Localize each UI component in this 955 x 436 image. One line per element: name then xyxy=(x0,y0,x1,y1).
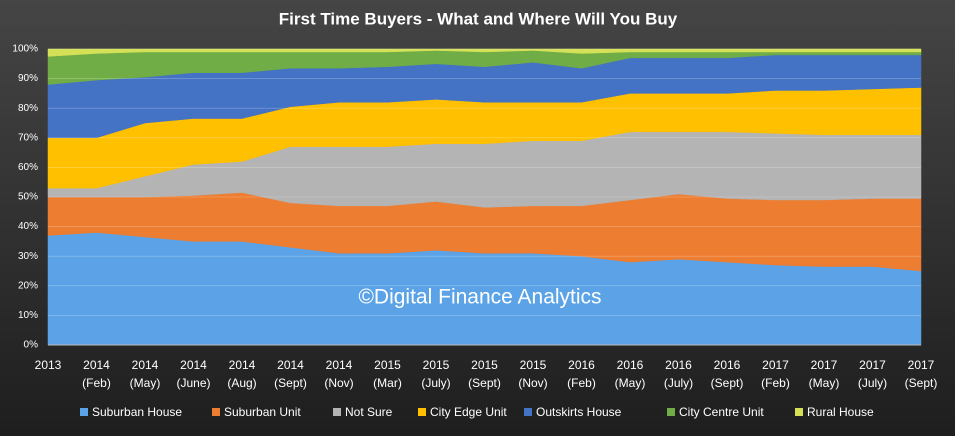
legend-swatch xyxy=(418,408,426,416)
x-tick-label: (Nov) xyxy=(518,376,547,390)
y-tick-label: 10% xyxy=(18,310,38,321)
x-tick-label: (Sept) xyxy=(711,376,744,390)
legend-entry: City Centre Unit xyxy=(667,405,764,419)
x-tick-label: 2014 xyxy=(229,358,256,372)
x-tick-label: 2015 xyxy=(374,358,401,372)
x-tick-label: 2016 xyxy=(617,358,644,372)
x-tick-label: 2013 xyxy=(35,358,62,372)
x-tick-label: (Sept) xyxy=(468,376,501,390)
x-tick-label: (Feb) xyxy=(567,376,596,390)
x-tick-label: 2014 xyxy=(83,358,110,372)
x-tick-label: (May) xyxy=(809,376,840,390)
legend-label: City Centre Unit xyxy=(679,405,764,419)
area xyxy=(47,48,922,57)
y-tick-label: 60% xyxy=(18,162,38,173)
legend-entry: Suburban Unit xyxy=(212,405,301,419)
y-tick-label: 50% xyxy=(18,192,38,203)
y-tick-label: 90% xyxy=(18,73,38,84)
x-tick-label: 2017 xyxy=(859,358,886,372)
x-tick-label: (Sept) xyxy=(274,376,307,390)
x-tick-label: (Nov) xyxy=(324,376,353,390)
legend-entry: Suburban House xyxy=(80,405,182,419)
legend-label: Outskirts House xyxy=(536,405,622,419)
annotation: ©Digital Finance Analytics xyxy=(358,286,601,309)
x-tick-label: 2016 xyxy=(665,358,692,372)
legend-swatch xyxy=(80,408,88,416)
x-tick-label: 2017 xyxy=(908,358,935,372)
x-tick-label: (May) xyxy=(615,376,646,390)
x-tick-label: (Feb) xyxy=(761,376,790,390)
legend-label: Suburban Unit xyxy=(224,405,301,419)
x-tick-label: 2017 xyxy=(811,358,838,372)
legend-entry: Not Sure xyxy=(333,405,393,419)
y-tick-label: 100% xyxy=(12,44,38,55)
x-tick-label: (July) xyxy=(664,376,693,390)
legend-swatch xyxy=(212,408,220,416)
y-tick-label: 80% xyxy=(18,103,38,114)
x-tick-label: 2016 xyxy=(714,358,741,372)
x-tick-label: 2017 xyxy=(762,358,789,372)
x-tick-label: 2014 xyxy=(180,358,207,372)
legend-label: City Edge Unit xyxy=(430,405,507,419)
y-tick-label: 20% xyxy=(18,280,38,291)
legend-entry: City Edge Unit xyxy=(418,405,507,419)
legend-label: Suburban House xyxy=(92,405,182,419)
y-tick-label: 70% xyxy=(18,132,38,143)
x-tick-label: (Aug) xyxy=(227,376,256,390)
x-tick-label: 2015 xyxy=(520,358,547,372)
chart-title: First Time Buyers - What and Where Will … xyxy=(279,9,678,28)
x-tick-label: 2014 xyxy=(132,358,159,372)
x-tick-label: 2014 xyxy=(277,358,304,372)
x-tick-label: 2015 xyxy=(471,358,498,372)
legend-label: Not Sure xyxy=(345,405,393,419)
x-tick-label: (Sept) xyxy=(905,376,938,390)
y-tick-label: 0% xyxy=(24,340,39,351)
legend-swatch xyxy=(795,408,803,416)
legend-entry: Rural House xyxy=(795,405,874,419)
legend-label: Rural House xyxy=(807,405,874,419)
legend-entry: Outskirts House xyxy=(524,405,622,419)
x-tick-label: (May) xyxy=(130,376,161,390)
x-tick-label: (July) xyxy=(858,376,887,390)
x-tick-label: (July) xyxy=(421,376,450,390)
x-tick-label: 2014 xyxy=(326,358,353,372)
x-tick-label: 2015 xyxy=(423,358,450,372)
legend-swatch xyxy=(524,408,532,416)
x-tick-label: 2016 xyxy=(568,358,595,372)
x-tick-label: (Mar) xyxy=(373,376,402,390)
legend-swatch xyxy=(667,408,675,416)
x-tick-label: (Feb) xyxy=(82,376,111,390)
x-tick-label: (June) xyxy=(176,376,210,390)
legend-swatch xyxy=(333,408,341,416)
y-tick-label: 40% xyxy=(18,221,38,232)
y-tick-label: 30% xyxy=(18,251,38,262)
